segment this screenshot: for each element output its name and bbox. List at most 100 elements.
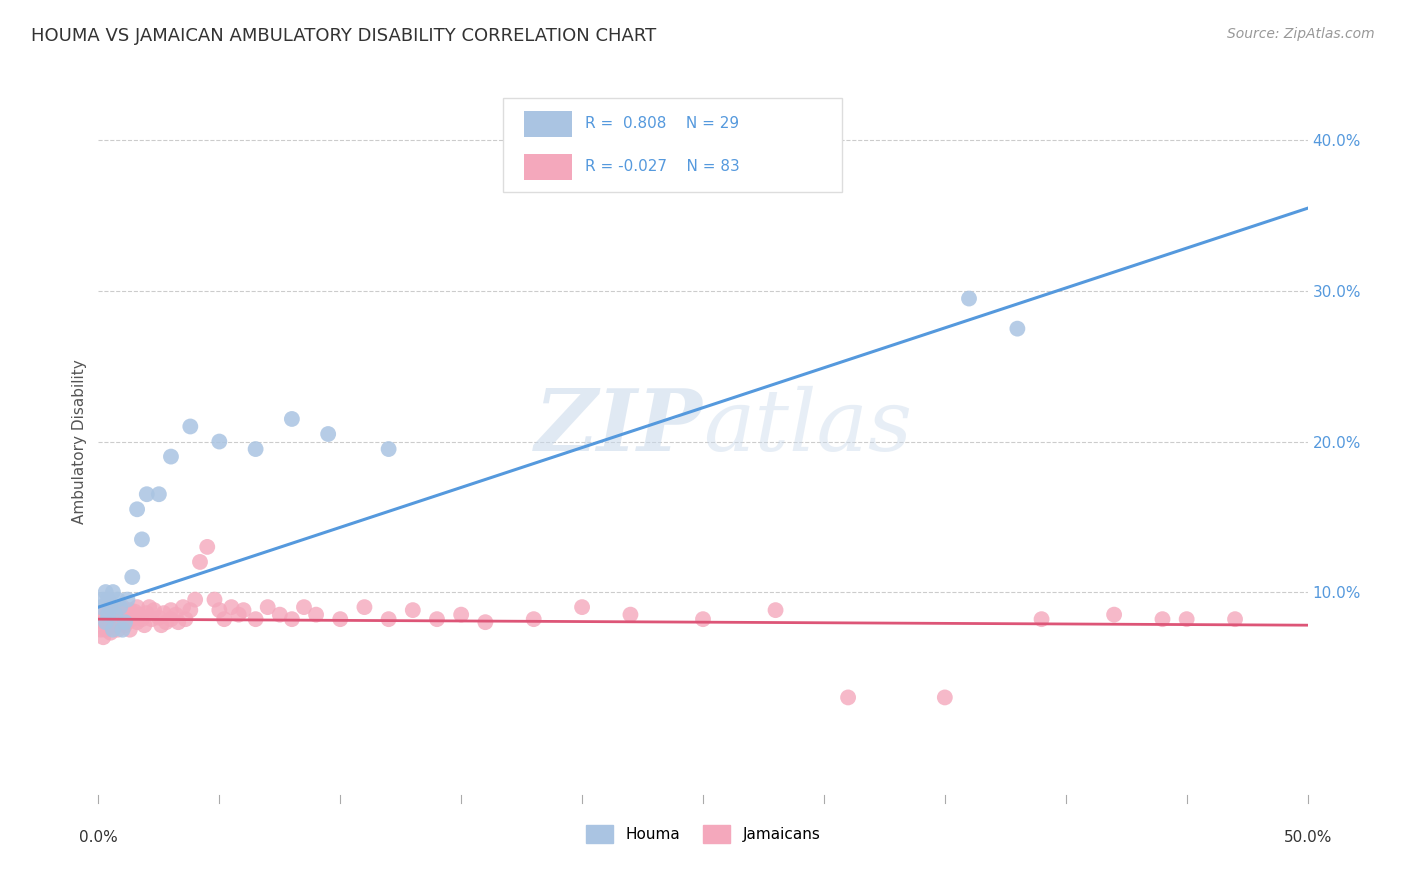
Point [90, 600, 112, 615]
Point [135, 487, 157, 501]
Point [148, 610, 170, 624]
Text: atlas: atlas [703, 385, 912, 468]
Point [91, 615, 114, 630]
Point [127, 502, 149, 516]
Point [114, 607, 136, 622]
Point [121, 570, 143, 584]
Point [94, 585, 117, 599]
Point [221, 600, 243, 615]
Point [90, 612, 112, 626]
Point [91, 630, 114, 644]
Point [124, 605, 146, 619]
Point [155, 615, 177, 630]
Point [94, 615, 117, 630]
Point [150, 618, 173, 632]
Point [97, 592, 120, 607]
Point [172, 600, 194, 615]
Point [111, 623, 134, 637]
Point [353, 600, 375, 615]
Point [1175, 612, 1198, 626]
Point [111, 600, 134, 615]
Point [281, 412, 304, 426]
Point [269, 607, 291, 622]
Point [160, 450, 183, 464]
Point [329, 612, 352, 626]
FancyBboxPatch shape [503, 98, 842, 193]
Point [184, 592, 207, 607]
Point [402, 603, 425, 617]
Point [94, 612, 117, 626]
Point [316, 427, 339, 442]
Point [765, 603, 787, 617]
Point [377, 612, 399, 626]
Point [107, 623, 129, 637]
Point [305, 607, 328, 622]
Point [426, 612, 449, 626]
Point [94, 623, 117, 637]
Point [1152, 612, 1174, 626]
Point [135, 606, 157, 620]
Point [91, 607, 114, 622]
Point [1007, 321, 1029, 335]
Text: HOUMA VS JAMAICAN AMBULATORY DISABILITY CORRELATION CHART: HOUMA VS JAMAICAN AMBULATORY DISABILITY … [31, 27, 657, 45]
Point [212, 612, 235, 626]
Point [91, 592, 114, 607]
Point [111, 612, 134, 626]
Point [167, 615, 190, 630]
Point [256, 600, 278, 615]
Point [100, 612, 122, 626]
Point [692, 612, 714, 626]
Point [281, 612, 304, 626]
Point [228, 607, 250, 622]
Point [121, 612, 143, 626]
Point [108, 606, 131, 620]
Bar [524, 111, 572, 136]
Point [97, 618, 120, 632]
Point [107, 592, 129, 607]
Point [1031, 612, 1053, 626]
Point [90, 623, 112, 637]
Text: ZIP: ZIP [536, 385, 703, 469]
Point [118, 623, 141, 637]
Point [208, 603, 231, 617]
Point [619, 607, 641, 622]
Point [104, 605, 127, 619]
Point [101, 623, 124, 637]
Text: 0.0%: 0.0% [79, 830, 118, 845]
Point [100, 625, 122, 640]
Point [143, 603, 166, 617]
Point [377, 442, 399, 456]
Point [100, 600, 122, 615]
Point [208, 434, 231, 449]
Point [450, 607, 472, 622]
Point [188, 555, 211, 569]
Point [174, 612, 197, 626]
Point [160, 612, 183, 626]
Y-axis label: Ambulatory Disability: Ambulatory Disability [72, 359, 87, 524]
Point [117, 615, 139, 630]
Point [165, 607, 187, 622]
Point [97, 603, 120, 617]
Point [204, 592, 226, 607]
Point [179, 419, 201, 434]
Legend: Houma, Jamaicans: Houma, Jamaicans [579, 819, 827, 849]
Point [134, 618, 156, 632]
Text: 50.0%: 50.0% [1284, 830, 1331, 845]
Point [474, 615, 496, 630]
Point [179, 603, 201, 617]
Point [101, 585, 124, 599]
Point [138, 600, 160, 615]
Point [148, 487, 170, 501]
Text: R =  0.808    N = 29: R = 0.808 N = 29 [585, 116, 738, 131]
Point [141, 612, 163, 626]
Point [100, 600, 122, 615]
Point [107, 610, 129, 624]
Point [104, 615, 127, 630]
Point [934, 690, 956, 705]
Point [104, 607, 127, 622]
Point [232, 603, 254, 617]
Point [523, 612, 546, 626]
Text: Source: ZipAtlas.com: Source: ZipAtlas.com [1227, 27, 1375, 41]
Point [131, 612, 153, 626]
Point [957, 292, 980, 306]
